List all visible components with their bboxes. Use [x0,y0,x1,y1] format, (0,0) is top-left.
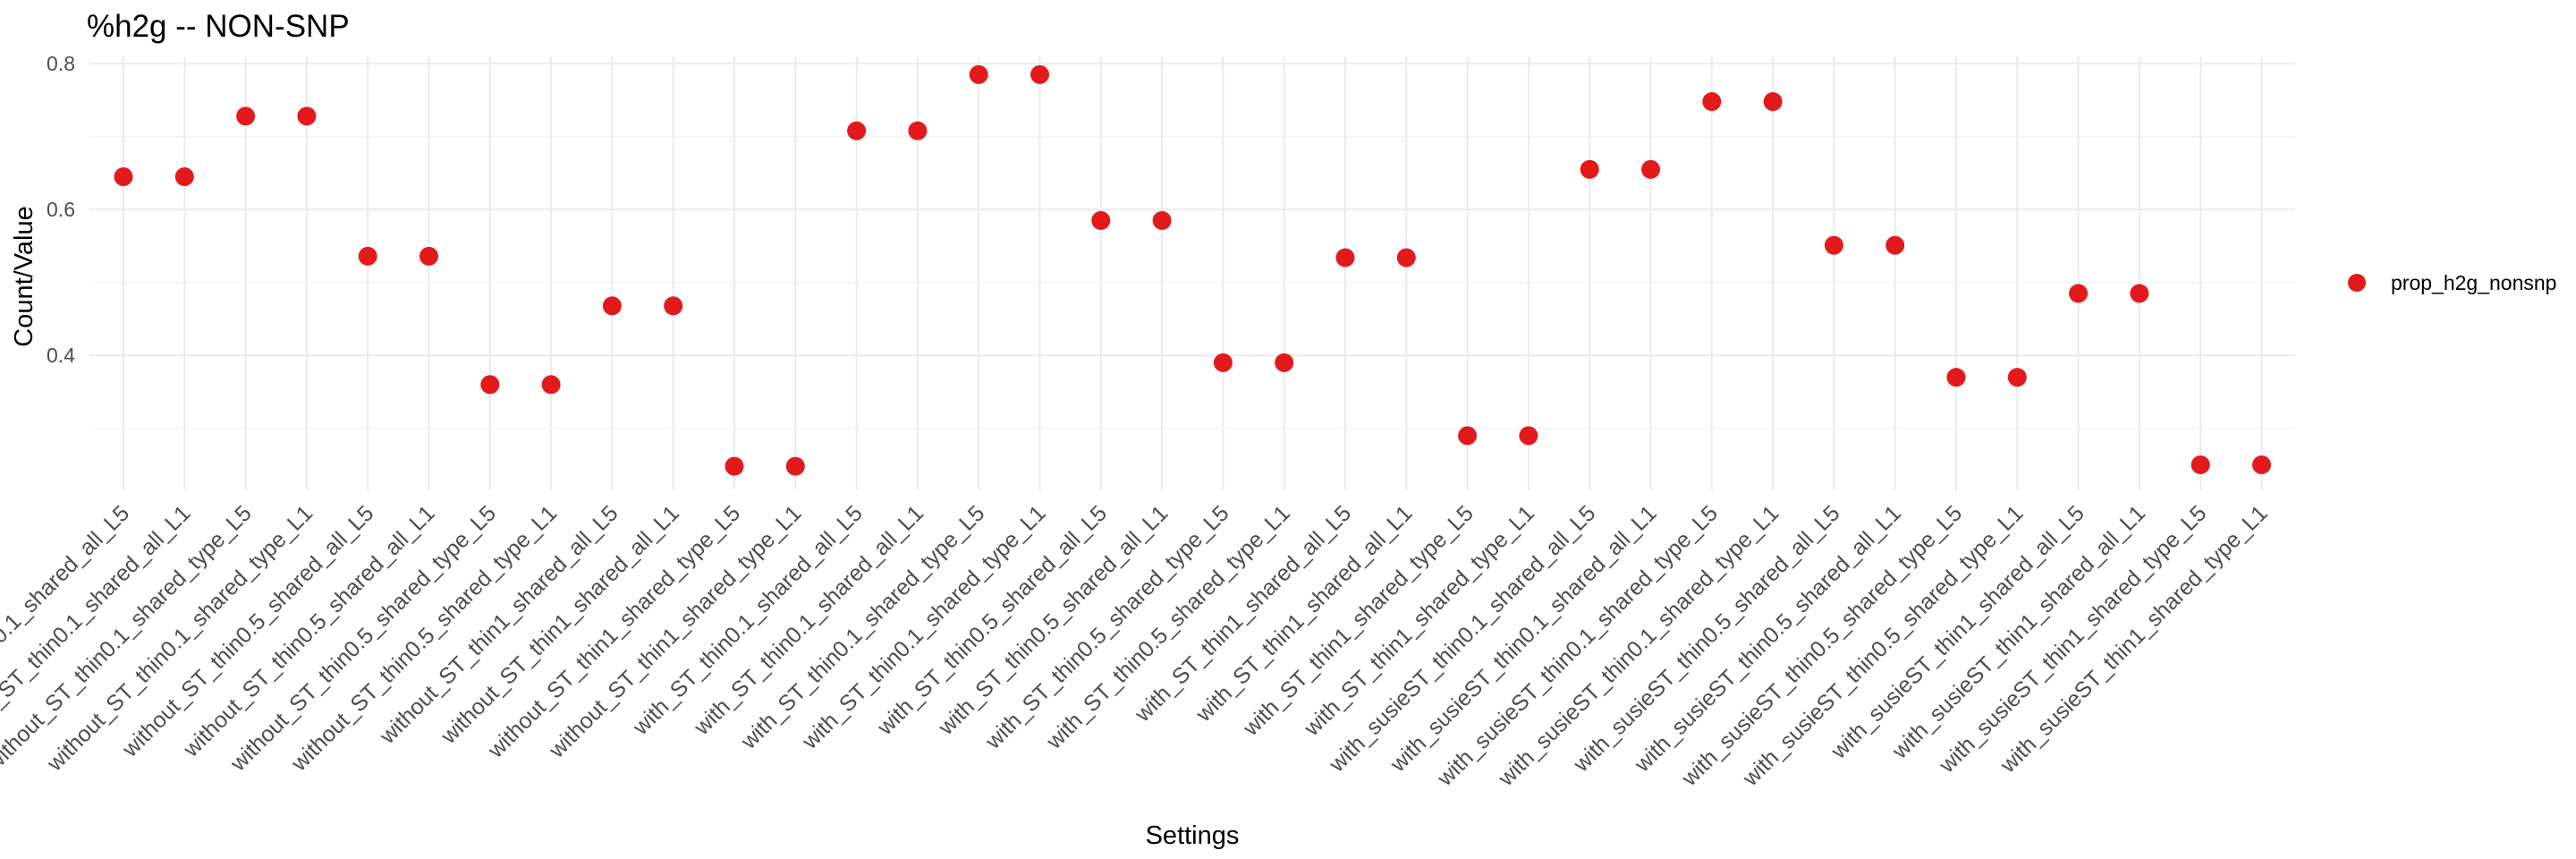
data-point [1946,368,1966,387]
data-point [480,375,500,395]
y-tick-label: 0.4 [47,344,75,367]
data-point [297,106,317,126]
data-point [1275,353,1294,372]
data-point [2130,284,2149,303]
data-points [114,64,2271,476]
data-point [419,246,438,266]
x-tick-label: with_susieST_thin0.5_shared_type_L1 [1737,500,2028,791]
data-point [602,296,622,316]
data-point [1213,353,1233,372]
data-point [114,166,133,186]
x-axis-label: Settings [1146,821,1240,850]
x-tick-label: with_susieST_thin0.5_shared_type_L5 [1676,500,1967,791]
x-tick-label: with_susieST_thin0.1_shared_type_L1 [1493,500,1784,791]
data-point [724,456,744,476]
data-point [1091,210,1111,230]
data-point [1335,248,1355,268]
data-point [1824,235,1843,255]
data-point [785,456,805,476]
data-point [847,121,867,140]
data-point [1396,248,1416,268]
data-point [1763,92,1783,112]
data-point [174,166,194,186]
data-point [2252,455,2271,474]
data-point [1030,64,1049,84]
data-point [664,296,683,316]
data-point [1641,159,1660,179]
chart-title: %h2g -- NON-SNP [87,9,350,44]
data-point [236,106,256,126]
legend-marker [2348,274,2366,292]
y-axis-label: Count/Value [10,206,38,346]
data-point [1152,210,1172,230]
grid [89,56,2295,490]
data-point [2190,455,2210,474]
y-tick-label: 0.6 [47,198,75,221]
data-point [358,246,377,266]
data-point [969,64,988,84]
data-point [1519,426,1538,446]
legend: prop_h2g_nonsnp [2348,271,2556,294]
data-point [541,375,561,395]
data-point [1702,92,1722,112]
y-tick-label: 0.8 [47,52,75,75]
y-tick-labels: 0.4 0.6 0.8 [47,52,75,367]
data-point [908,121,928,140]
data-point [2069,284,2089,303]
data-point [1885,235,1905,255]
data-point [2007,368,2027,387]
data-point [1458,426,1478,446]
x-tick-label: with_susieST_thin0.1_shared_type_L5 [1432,500,1723,791]
legend-label: prop_h2g_nonsnp [2391,271,2556,294]
data-point [1580,159,1599,179]
x-tick-labels: without_ST_thin0.1_shared_all_L5without_… [0,500,2273,791]
